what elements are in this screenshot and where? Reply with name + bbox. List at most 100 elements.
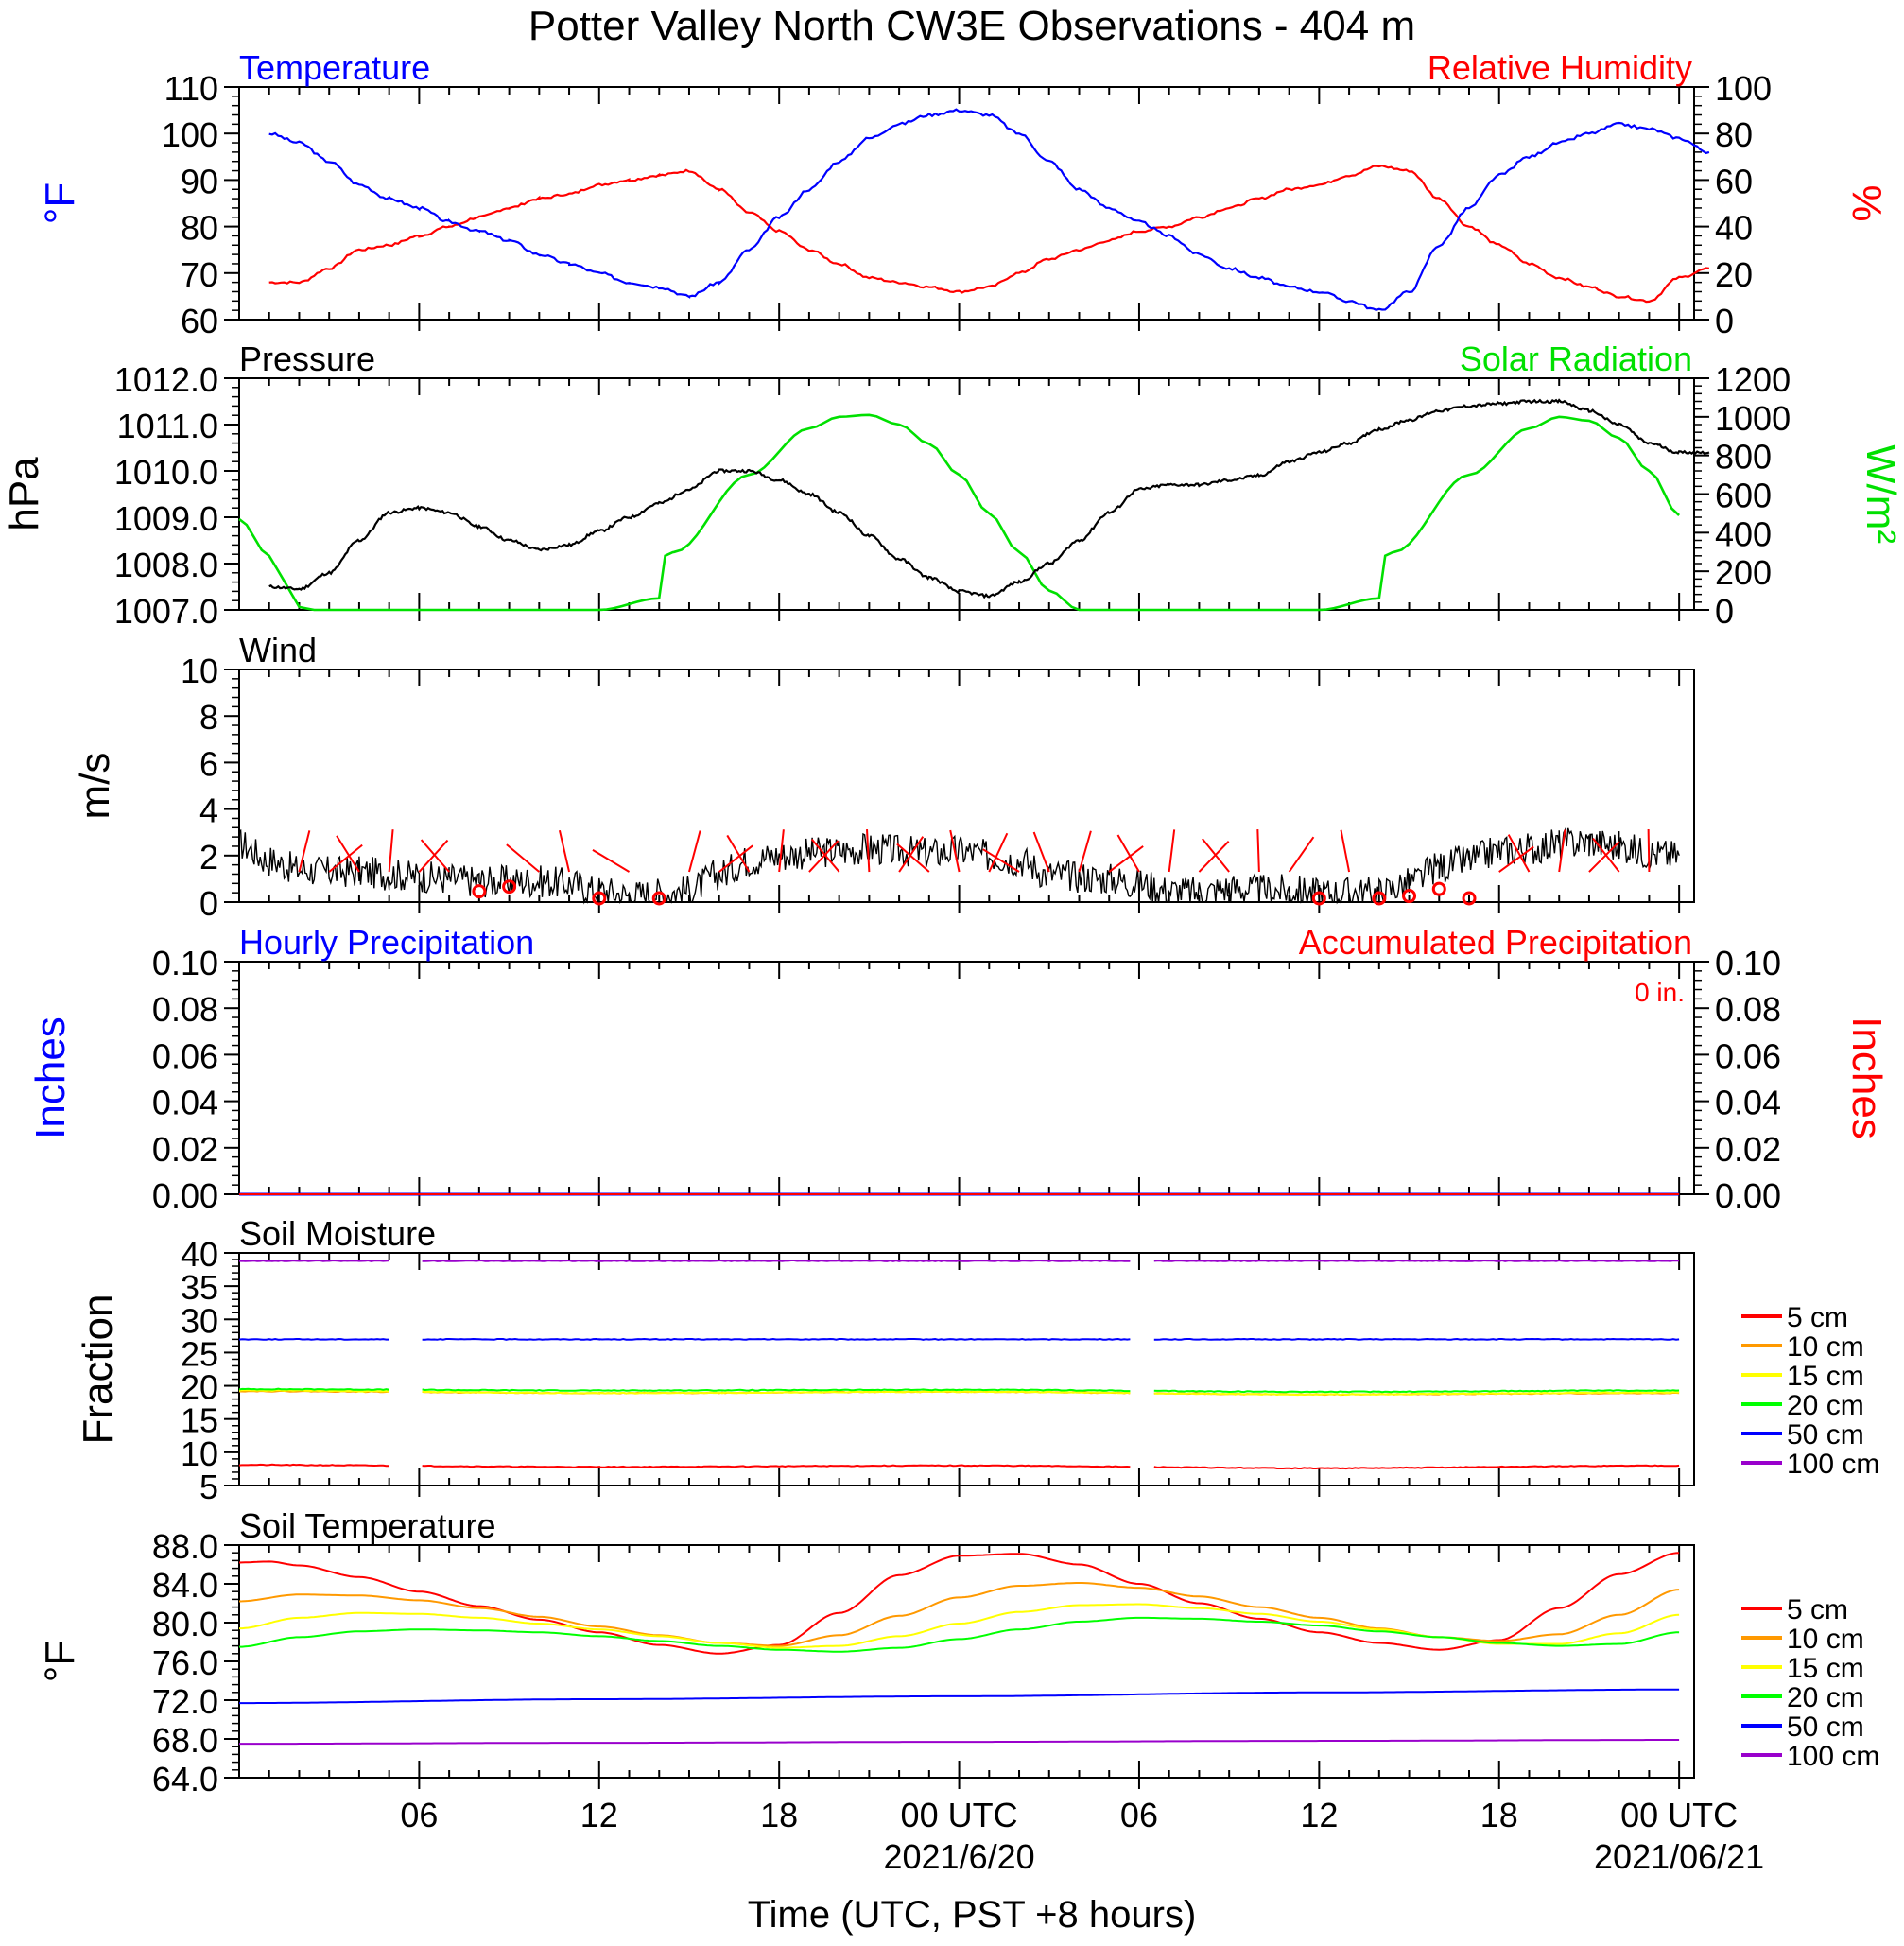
y-axis-title: Fraction [75, 1294, 121, 1445]
figure-title: Potter Valley North CW3E Observations - … [528, 3, 1415, 49]
y-axis-title: hPa [1, 457, 47, 531]
x-tick-label: 18 [760, 1796, 798, 1834]
y-tick-label: 70 [181, 255, 218, 294]
wind-barb [1288, 836, 1315, 873]
wind-barb [298, 830, 311, 873]
pressure-solar-panel: 1007.0 1008.0 1009.0 1010.0 1011.0 1012.0 hPa 0… [1, 339, 1904, 631]
panel-frame [238, 377, 1695, 611]
y-tick-label: 80.0 [152, 1605, 218, 1643]
calm-wind-marker [472, 884, 487, 899]
y-tick-label: 1008.0 [114, 546, 218, 584]
legend-label: 5 cm [1787, 1594, 1848, 1625]
calm-wind-marker [1311, 891, 1326, 906]
legend-label: 10 cm [1787, 1624, 1864, 1655]
accum-precip-total: 0 in. [1635, 978, 1685, 1007]
hourly-precip-title: Hourly Precipitation [239, 923, 534, 962]
y-tick-label: 1011.0 [117, 407, 218, 445]
y-tick-label: 0 [199, 884, 218, 923]
calm-wind-marker [1462, 891, 1477, 906]
soil-moisture-line [238, 1259, 1680, 1262]
temperature-line [268, 108, 1710, 311]
y-axis-title: °F [37, 182, 83, 224]
y-tick-label: 88.0 [152, 1527, 218, 1566]
x-tick-label: 18 [1480, 1796, 1518, 1834]
soil-temperature-line [239, 1603, 1680, 1649]
y2-tick-label: 0 [1715, 302, 1734, 340]
wind-barb [778, 829, 785, 873]
x-tick-label: 00 UTC [1620, 1796, 1738, 1834]
y2-tick-label: 400 [1715, 514, 1772, 553]
y-tick-label: 0.10 [152, 944, 218, 982]
wind-barb [328, 843, 363, 873]
y2-tick-label: 20 [1715, 255, 1753, 294]
solar-line [238, 413, 1680, 612]
calm-wind-marker [651, 891, 666, 906]
calm-wind-marker [1402, 889, 1417, 904]
humidity-line [268, 165, 1710, 304]
y2-tick-label: 1200 [1715, 360, 1791, 399]
legend-label: 50 cm [1787, 1711, 1864, 1743]
y-tick-label: 60 [181, 302, 218, 340]
wind-barb [808, 840, 839, 873]
wind-barb [898, 836, 925, 873]
y2-tick-label: 100 [1715, 69, 1772, 108]
y-axis-title: Inches [27, 1016, 74, 1139]
wind-barb [1078, 830, 1092, 873]
y-tick-label: 110 [164, 69, 218, 108]
y-tick-label: 1007.0 [114, 592, 218, 631]
y-tick-label: 80 [181, 209, 218, 248]
y2-tick-label: 0.06 [1715, 1036, 1781, 1075]
y-tick-label: 2 [199, 838, 218, 877]
wind-barb [982, 848, 1020, 873]
pressure-title: Pressure [239, 339, 375, 378]
temperature-title: Temperature [239, 48, 430, 87]
calm-wind-marker [502, 879, 517, 895]
wind-speed-line [238, 826, 1680, 905]
precipitation-panel: 0.00 0.02 0.04 0.06 0.08 0.10 Inches 0.00 0.02 0.… [27, 923, 1890, 1215]
y-tick-label: 0.08 [152, 990, 218, 1029]
soil-temperature-title: Soil Temperature [239, 1506, 495, 1545]
y2-tick-label: 40 [1715, 209, 1753, 248]
y-tick-label: 8 [199, 698, 218, 737]
y2-tick-label: 200 [1715, 553, 1772, 592]
x-axis-title: Time (UTC, PST +8 hours) [748, 1894, 1197, 1936]
solar-title: Solar Radiation [1460, 339, 1692, 378]
y-tick-label: 30 [181, 1301, 218, 1340]
y-tick-label: 0.06 [152, 1036, 218, 1075]
wind-barb [726, 834, 751, 873]
y2-tick-label: 0.10 [1715, 944, 1781, 982]
legend-label: 50 cm [1787, 1419, 1864, 1451]
x-tick-label: 06 [1120, 1796, 1158, 1834]
y2-tick-label: 0.02 [1715, 1130, 1781, 1169]
panel-frame [238, 86, 1695, 321]
humidity-title: Relative Humidity [1428, 48, 1692, 87]
wind-barb [1588, 841, 1620, 873]
y-tick-label: 5 [199, 1468, 218, 1506]
soil-temperature-line [239, 1616, 1680, 1653]
legend-label: 15 cm [1787, 1361, 1864, 1392]
wind-barb [420, 839, 450, 873]
y-tick-label: 10 [181, 1434, 218, 1473]
y-tick-label: 40 [181, 1235, 218, 1274]
legend-label: 100 cm [1787, 1741, 1879, 1772]
wind-barb [1647, 829, 1651, 873]
soil-temperature-panel: 64.068.072.076.080.084.088.0 °F Soil Tempe… [37, 1506, 1879, 1876]
wind-barb [1340, 829, 1351, 873]
wind-barb [1202, 838, 1230, 873]
panel-frame [238, 669, 1695, 903]
y-tick-label: 35 [181, 1268, 218, 1307]
y2-tick-label: 600 [1715, 477, 1772, 515]
y-tick-label: 84.0 [152, 1566, 218, 1605]
wind-barb [506, 843, 540, 873]
y-tick-label: 25 [181, 1334, 218, 1373]
legend-label: 15 cm [1787, 1653, 1864, 1684]
y2-axis-title: % [1843, 184, 1890, 221]
soil-temperature-line [239, 1739, 1680, 1746]
panels: 60708090100110°F020406080100%Temperature… [1, 48, 1904, 1876]
y2-tick-label: 800 [1715, 438, 1772, 477]
soil-temperature-line [238, 1552, 1680, 1655]
soil-moisture-title: Soil Moisture [239, 1214, 436, 1253]
soil-temperature-line [238, 1582, 1680, 1647]
y-tick-label: 1010.0 [114, 453, 218, 492]
y-tick-label: 100 [162, 115, 218, 154]
